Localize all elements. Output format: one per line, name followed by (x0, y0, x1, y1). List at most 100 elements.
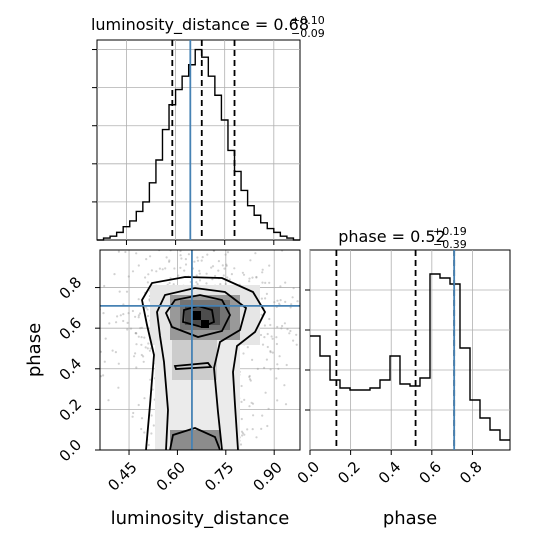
sample-point (193, 260, 196, 263)
hist-luminosity-distance-quantiles (171, 40, 236, 240)
sample-point (275, 377, 278, 380)
sample-point (139, 327, 142, 330)
sample-point (150, 269, 153, 272)
sample-point (255, 276, 258, 279)
sample-point (291, 296, 294, 299)
sample-point (217, 269, 220, 272)
sample-point (100, 375, 103, 378)
sample-point (108, 322, 111, 325)
sample-point (284, 300, 287, 303)
sample-point (172, 283, 175, 286)
sample-point (179, 250, 182, 253)
sample-point (254, 252, 257, 255)
sample-point (137, 403, 140, 407)
y-tick-label: 0.6 (56, 314, 86, 344)
sample-point (285, 363, 288, 367)
contour-lower (169, 427, 221, 450)
sample-point (259, 333, 263, 337)
sample-point (168, 281, 171, 285)
hist-luminosity-distance-title-plus: +0.10 (291, 14, 325, 27)
sample-point (263, 324, 266, 327)
x-tick-label: 0.4 (375, 458, 405, 488)
sample-point (269, 350, 272, 353)
sample-point (225, 264, 228, 267)
sample-point (268, 264, 271, 267)
contour-inner (164, 294, 232, 338)
sample-point (279, 285, 282, 288)
sample-point (107, 399, 110, 402)
sample-point (180, 257, 183, 260)
hist-luminosity-distance-steps (97, 48, 300, 241)
sample-point (269, 351, 272, 354)
density-cell (172, 340, 217, 380)
hist-phase-ticks (305, 289, 473, 455)
sample-point (248, 405, 251, 408)
sample-point (201, 256, 204, 259)
sample-point (122, 313, 125, 316)
sample-point (195, 274, 198, 277)
sample-point (217, 260, 220, 263)
sample-point (260, 313, 263, 316)
sample-point (131, 415, 134, 418)
sample-point (115, 321, 118, 324)
sample-point (173, 267, 176, 270)
sample-point (118, 290, 121, 293)
sample-point (140, 336, 143, 339)
sample-point (127, 312, 130, 315)
sample-point (264, 391, 267, 394)
sample-point (146, 281, 149, 284)
sample-point (270, 335, 273, 338)
sample-point (284, 281, 287, 284)
sample-point (248, 375, 251, 379)
y-tick-label: 0.0 (56, 436, 86, 466)
hist-phase-title: phase = 0.52 (338, 227, 445, 246)
sample-point (228, 278, 231, 281)
sample-point (131, 270, 135, 273)
hist-phase-grid (309, 250, 510, 450)
sample-point (137, 298, 140, 301)
hist-phase-title-minus: −0.39 (433, 238, 467, 251)
sample-point (211, 265, 215, 268)
sample-point (266, 345, 269, 349)
sample-point (140, 326, 143, 329)
sample-point (264, 297, 267, 300)
sample-point (241, 271, 244, 274)
sample-point (195, 281, 198, 284)
sample-point (196, 283, 199, 286)
sample-point (248, 374, 251, 378)
joint-panel-xlabel: luminosity_distance (111, 508, 290, 529)
sample-point (117, 362, 120, 365)
sample-point (114, 351, 117, 354)
x-tick-label: 0.0 (294, 458, 324, 488)
hist-luminosity-distance-title-minus: −0.09 (291, 27, 325, 40)
sample-point (149, 255, 152, 258)
sample-point (296, 300, 299, 303)
sample-point (226, 276, 229, 279)
sample-point (242, 273, 246, 276)
sample-point (241, 432, 245, 435)
sample-point (205, 272, 208, 275)
sample-point (135, 252, 138, 255)
sample-point (147, 342, 150, 345)
sample-point (143, 397, 146, 400)
sample-point (144, 346, 147, 349)
sample-point (276, 363, 279, 366)
sample-point (249, 259, 252, 262)
sample-point (222, 274, 225, 277)
joint-panel-ticks (95, 287, 275, 455)
sample-point (164, 267, 167, 270)
contour-band (173, 362, 213, 370)
sample-point (246, 346, 249, 349)
sample-point (251, 276, 254, 279)
sample-point (243, 433, 246, 436)
sample-point (149, 378, 152, 381)
joint-panel-contours (141, 276, 267, 450)
sample-point (248, 280, 251, 283)
sample-point (168, 260, 171, 263)
sample-point (137, 264, 140, 267)
sample-point (155, 270, 158, 273)
hist-luminosity-distance-ticks (92, 49, 275, 245)
x-tick-label: 0.6 (415, 458, 445, 488)
sample-point (184, 258, 187, 261)
sample-point (149, 347, 152, 350)
